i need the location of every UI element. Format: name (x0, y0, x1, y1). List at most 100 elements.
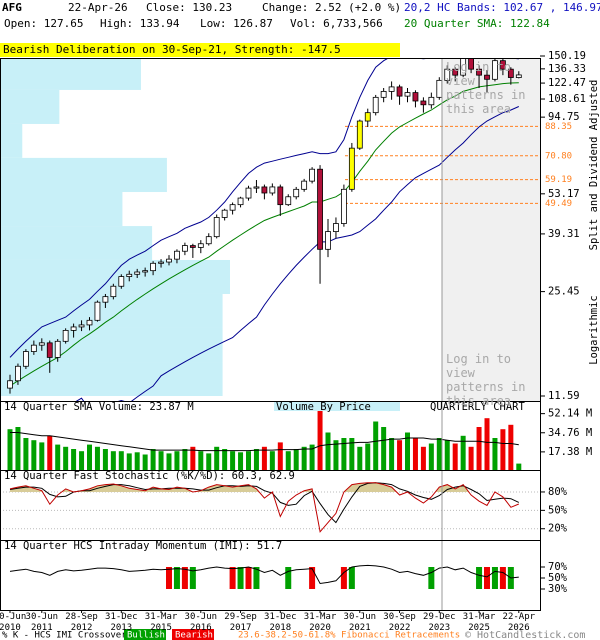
volume-bar (55, 444, 61, 470)
fib-label: 70.80 (545, 151, 572, 161)
candle-body (468, 58, 475, 70)
bullish-label: Bullish (127, 631, 165, 640)
volume-bar (468, 446, 474, 470)
stochastic-title: 14 Quarter Fast Stochastic (%K/%D): 60.3… (4, 470, 295, 482)
band-line (75, 106, 520, 401)
candle-body (301, 180, 308, 190)
login-note: Log in to view patterns in this area (446, 60, 526, 116)
y-tick-label: 150.19 (548, 50, 586, 62)
volume-bar (516, 463, 522, 470)
candle-body (460, 58, 467, 76)
volume-bar (405, 432, 410, 470)
candle-body (356, 120, 363, 149)
candle-body (15, 365, 21, 382)
y-tick-label: 50% (548, 572, 568, 584)
candle-body (340, 188, 347, 224)
candle-body (126, 273, 133, 277)
volume-bar (460, 435, 466, 470)
bearish-signal (309, 567, 316, 589)
candle-body (253, 186, 260, 189)
candle-body (221, 209, 228, 218)
volume-bar (253, 449, 259, 470)
volume-bar (23, 438, 29, 470)
imi-line (9, 564, 519, 585)
candle-body (325, 231, 331, 250)
candle-body (507, 68, 514, 78)
candle-body (484, 74, 490, 80)
candle-body (229, 204, 236, 211)
candle-body (293, 188, 300, 198)
fibonacci-label: 23.6-38.2-50-61.8% Fibonacci Retracement… (238, 631, 460, 640)
volume-by-price-bar (0, 58, 141, 90)
volume-by-price-bar (0, 157, 167, 193)
imi-title: 14 Quarter HCS Intraday Momentum (IMI): … (4, 540, 282, 552)
bearish-signal (340, 567, 347, 589)
x-tick-label: 31-Mar 2015 (145, 612, 178, 633)
frame (0, 540, 541, 611)
candle-body (420, 100, 427, 106)
candle-body (78, 324, 85, 328)
candle-body (309, 168, 316, 182)
bands-label: 20,2 HC Bands: 102.67 , 146.97 (404, 1, 600, 14)
volume-by-price-bar (0, 293, 223, 328)
candle-body (7, 380, 13, 389)
bearish-label: Bearish (175, 631, 213, 640)
fib-label: 59.19 (545, 175, 572, 185)
candle-body (499, 60, 506, 70)
x-tick-label: 22-Apr 2026 (503, 612, 536, 633)
candle-body (452, 68, 459, 76)
candle-body (285, 196, 292, 206)
candle-body (388, 86, 395, 92)
volume-bar (142, 454, 148, 470)
sma-label: 20 Quarter SMA: 122.84 (404, 17, 550, 30)
volume-bar (222, 449, 228, 470)
x-tick-label: 28-Sep 2012 (65, 612, 98, 633)
candle-body (237, 197, 244, 206)
candle-body (142, 270, 149, 273)
bullish-signal (253, 567, 260, 589)
volume-sma-line (10, 432, 519, 452)
candle-body (492, 60, 498, 80)
candle-body (134, 271, 141, 275)
volume-bar (301, 446, 307, 470)
volume-bar (118, 451, 124, 470)
volume-by-price-bar (0, 362, 223, 396)
volume-bar (285, 451, 291, 470)
x-tick-label: 29-Sep 2017 (224, 612, 257, 633)
note: Split and Dividend Adjusted (588, 80, 600, 251)
candle-body (150, 262, 157, 272)
volume-bar (47, 435, 53, 470)
candle-body (86, 319, 93, 326)
bullish-signal (189, 567, 196, 589)
volume-bar (277, 442, 283, 470)
imi-panel (9, 564, 519, 589)
volume-bar (158, 451, 164, 470)
banner: Bearish Deliberation on 30-Sep-21, Stren… (3, 43, 341, 56)
bullish-signal (348, 567, 355, 589)
volume-bar (349, 438, 355, 470)
x-tick-label: 31-Mar 2025 (463, 612, 496, 633)
y-tick-label: 136.33 (548, 63, 586, 75)
volume-bar (238, 452, 244, 470)
volume-bar (126, 453, 132, 470)
x-tick-label: 30-Jun 2011 (26, 612, 59, 633)
candle-body (412, 92, 419, 102)
bearish-signal (229, 567, 236, 589)
volume-bar (357, 446, 363, 470)
overbought-area (10, 482, 469, 492)
volume-bar (476, 427, 482, 470)
volume-bar (293, 449, 299, 470)
bearish-signal (181, 567, 188, 589)
x-tick-label: 29-Dec 2023 (423, 612, 456, 633)
volume-bar (190, 446, 196, 470)
candle-body (54, 340, 61, 358)
y-tick-label: 50% (548, 504, 568, 516)
bearish-signal (166, 567, 172, 589)
x-tick-label: 30-Sep 2022 (383, 612, 416, 633)
candle-body (245, 187, 252, 199)
volume-bar (436, 438, 442, 470)
volume-panel (7, 407, 522, 470)
login-note: Log in to view patterns in this area (446, 352, 526, 408)
vbp-label: Volume By Price (276, 401, 371, 413)
